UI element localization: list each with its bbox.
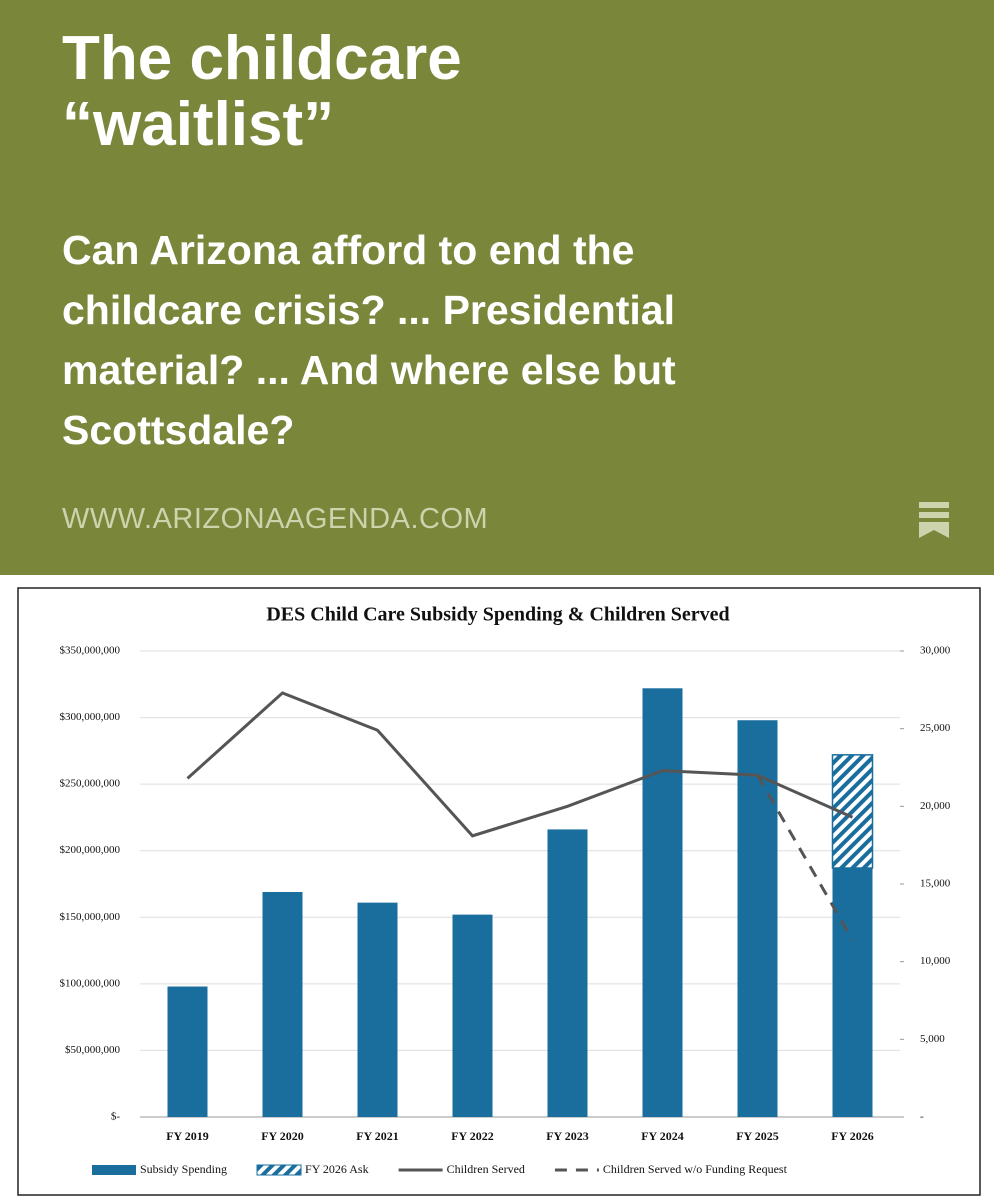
link-preview-header[interactable]: The childcare “waitlist” Can Arizona aff… xyxy=(0,0,994,575)
bar xyxy=(737,720,778,1117)
bar xyxy=(452,914,493,1117)
x-tick-label: FY 2020 xyxy=(261,1129,304,1143)
bookmark-icon[interactable] xyxy=(917,500,951,540)
y2-tick-label: - xyxy=(920,1111,924,1123)
y2-tick-label: 25,000 xyxy=(920,722,951,734)
x-tick-label: FY 2019 xyxy=(166,1129,209,1143)
x-tick-label: FY 2026 xyxy=(831,1129,874,1143)
y2-tick-label: 30,000 xyxy=(920,645,951,657)
y-tick-label: $- xyxy=(111,1111,121,1123)
y2-tick-label: 10,000 xyxy=(920,955,951,967)
x-tick-label: FY 2022 xyxy=(451,1129,494,1143)
legend-label: Subsidy Spending xyxy=(140,1162,227,1176)
x-tick-label: FY 2024 xyxy=(641,1129,684,1143)
line xyxy=(756,774,854,941)
y-tick-label: $150,000,000 xyxy=(60,911,121,923)
legend-swatch xyxy=(92,1165,136,1175)
bar xyxy=(831,754,874,869)
chart: DES Child Care Subsidy Spending & Childr… xyxy=(17,587,981,1196)
chart-title: DES Child Care Subsidy Spending & Childr… xyxy=(266,604,729,626)
bar xyxy=(642,688,683,1117)
bar xyxy=(357,902,398,1117)
bar xyxy=(167,986,208,1117)
bar xyxy=(832,868,873,1117)
line xyxy=(186,691,854,838)
legend-swatch xyxy=(256,1164,302,1176)
x-tick-label: FY 2023 xyxy=(546,1129,589,1143)
y-tick-label: $200,000,000 xyxy=(60,844,121,856)
y2-tick-label: 5,000 xyxy=(920,1033,945,1045)
legend-label: Children Served w/o Funding Request xyxy=(603,1162,788,1176)
x-tick-label: FY 2025 xyxy=(736,1129,779,1143)
x-tick-label: FY 2021 xyxy=(356,1129,399,1143)
bar xyxy=(262,891,303,1117)
subheadline: Can Arizona afford to end the childcare … xyxy=(62,227,676,453)
y-tick-label: $250,000,000 xyxy=(60,778,121,790)
bar xyxy=(547,829,588,1117)
y2-tick-label: 15,000 xyxy=(920,878,951,890)
y-tick-label: $300,000,000 xyxy=(60,711,121,723)
legend-label: FY 2026 Ask xyxy=(305,1162,369,1176)
y-tick-label: $100,000,000 xyxy=(60,977,121,989)
y-tick-label: $50,000,000 xyxy=(65,1044,121,1056)
source-url: WWW.ARIZONAAGENDA.COM xyxy=(62,503,489,535)
headline: The childcare “waitlist” xyxy=(62,24,462,159)
y2-tick-label: 20,000 xyxy=(920,800,951,812)
y-tick-label: $350,000,000 xyxy=(60,645,121,657)
legend-label: Children Served xyxy=(447,1162,525,1176)
